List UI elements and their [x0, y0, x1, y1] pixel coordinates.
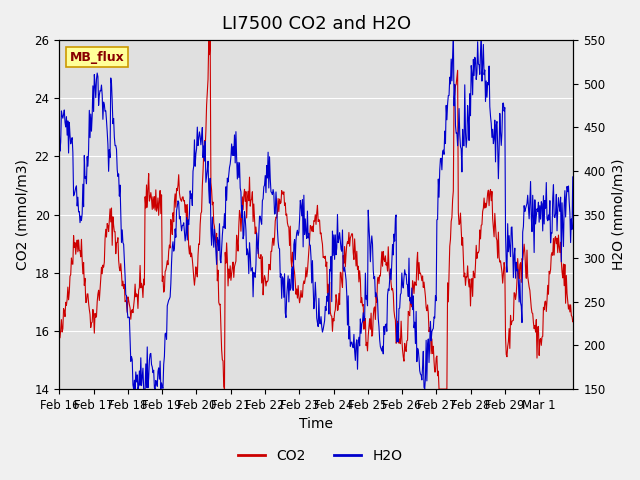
Y-axis label: CO2 (mmol/m3): CO2 (mmol/m3): [15, 159, 29, 270]
Text: MB_flux: MB_flux: [70, 50, 124, 63]
Y-axis label: H2O (mmol/m3): H2O (mmol/m3): [611, 159, 625, 270]
Title: LI7500 CO2 and H2O: LI7500 CO2 and H2O: [222, 15, 411, 33]
X-axis label: Time: Time: [300, 418, 333, 432]
Legend: CO2, H2O: CO2, H2O: [232, 443, 408, 468]
